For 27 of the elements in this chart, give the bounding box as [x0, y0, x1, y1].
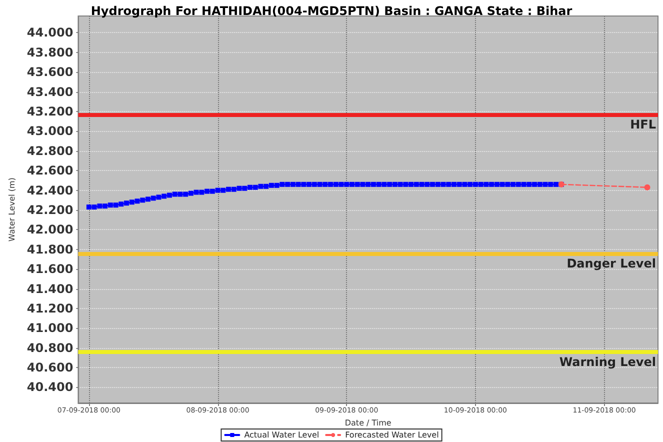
y-tick-label: 40.800: [26, 340, 74, 355]
y-tick-label: 41.000: [26, 321, 74, 336]
y-tick-label: 43.800: [26, 45, 74, 60]
chart-title: Hydrograph For HATHIDAH(004-MGD5PTN) Basin : GANGA State : Bihar: [90, 4, 572, 18]
y-tick-label: 42.600: [26, 164, 74, 178]
y-axis-title: Water Level (m): [8, 178, 16, 242]
y-tick-label: 40.600: [26, 360, 74, 375]
y-tick-label: 41.800: [26, 242, 74, 256]
y-tick-label: 43.000: [26, 124, 74, 138]
y-tick-label: 42.800: [26, 144, 74, 158]
y-tick-label: 43.600: [26, 65, 74, 80]
y-tick-label: 43.400: [26, 84, 74, 99]
y-tick-label: 43.200: [26, 104, 74, 119]
x-axis-title: Date / Time: [344, 418, 392, 428]
ref-line-label: HFL: [630, 117, 656, 132]
y-tick-label: 42.200: [26, 202, 74, 217]
y-tick-label: 41.200: [26, 301, 74, 316]
y-tick-label: 40.400: [26, 380, 74, 394]
y-tick-label: 41.600: [26, 262, 74, 276]
y-tick-label: 42.000: [26, 222, 74, 237]
legend-label: Forecasted Water Level: [345, 430, 439, 440]
ref-line-label: Danger Level: [566, 256, 656, 270]
legend-label: Actual Water Level: [244, 430, 320, 440]
y-tick-label: 41.400: [26, 282, 74, 296]
y-tick-label: 44.000: [26, 26, 74, 40]
y-tick-label: 42.400: [26, 183, 74, 198]
ref-line-label: Warning Level: [559, 354, 656, 369]
